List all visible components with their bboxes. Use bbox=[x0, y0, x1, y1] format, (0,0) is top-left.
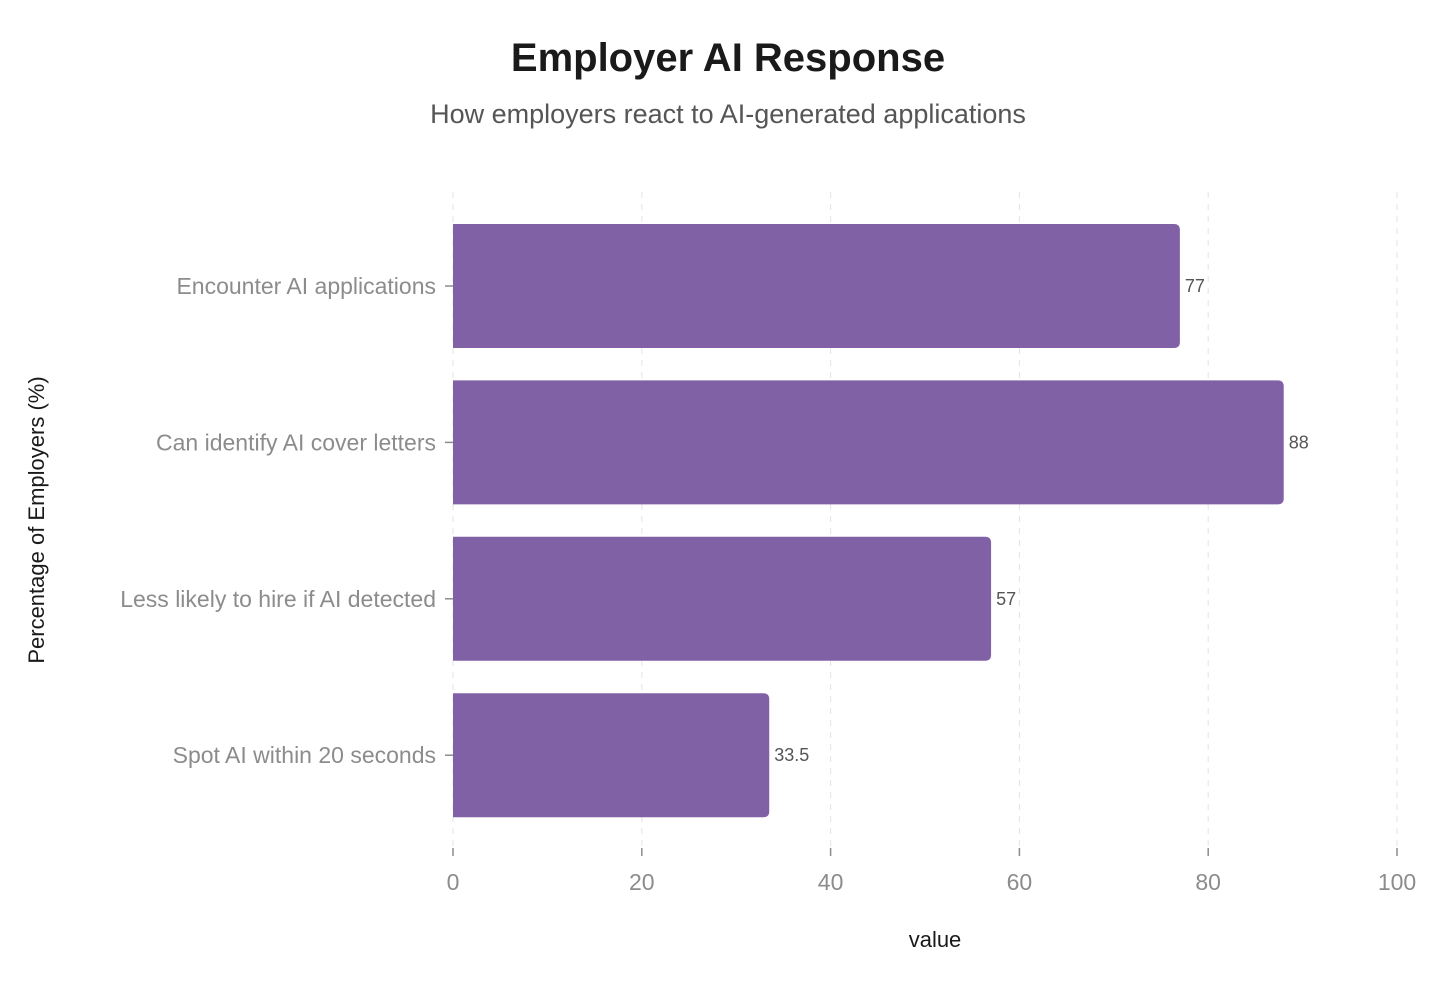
bar-value-label: 77 bbox=[1185, 276, 1205, 296]
labels: 0 20 40 60 80 100 Encounter AI applications 77 C… bbox=[120, 273, 1416, 895]
x-tick-label: 0 bbox=[447, 869, 460, 895]
x-tick-label: 40 bbox=[818, 869, 844, 895]
y-tick-label: Less likely to hire if AI detected bbox=[120, 586, 436, 612]
y-tick-label: Encounter AI applications bbox=[176, 273, 436, 299]
chart-title: Employer AI Response bbox=[510, 36, 946, 80]
bar bbox=[453, 380, 1284, 505]
bar-value-label: 88 bbox=[1289, 432, 1309, 452]
x-tick-label: 60 bbox=[1007, 869, 1033, 895]
bar bbox=[453, 536, 992, 661]
x-tick-label: 100 bbox=[1378, 869, 1416, 895]
bar bbox=[453, 693, 770, 818]
y-tick-label: Can identify AI cover letters bbox=[156, 429, 436, 455]
y-tick-label: Spot AI within 20 seconds bbox=[173, 742, 436, 768]
y-axis-title: Percentage of Employers (%) bbox=[24, 376, 49, 663]
x-tick-label: 20 bbox=[629, 869, 655, 895]
chart-subtitle: How employers react to AI-generated appl… bbox=[430, 99, 1026, 129]
x-axis-title: value bbox=[909, 927, 962, 952]
x-tick-label: 80 bbox=[1195, 869, 1221, 895]
bar-value-label: 57 bbox=[996, 589, 1016, 609]
bars bbox=[453, 224, 1284, 818]
bar bbox=[453, 224, 1180, 348]
bar-value-label: 33.5 bbox=[774, 745, 809, 765]
